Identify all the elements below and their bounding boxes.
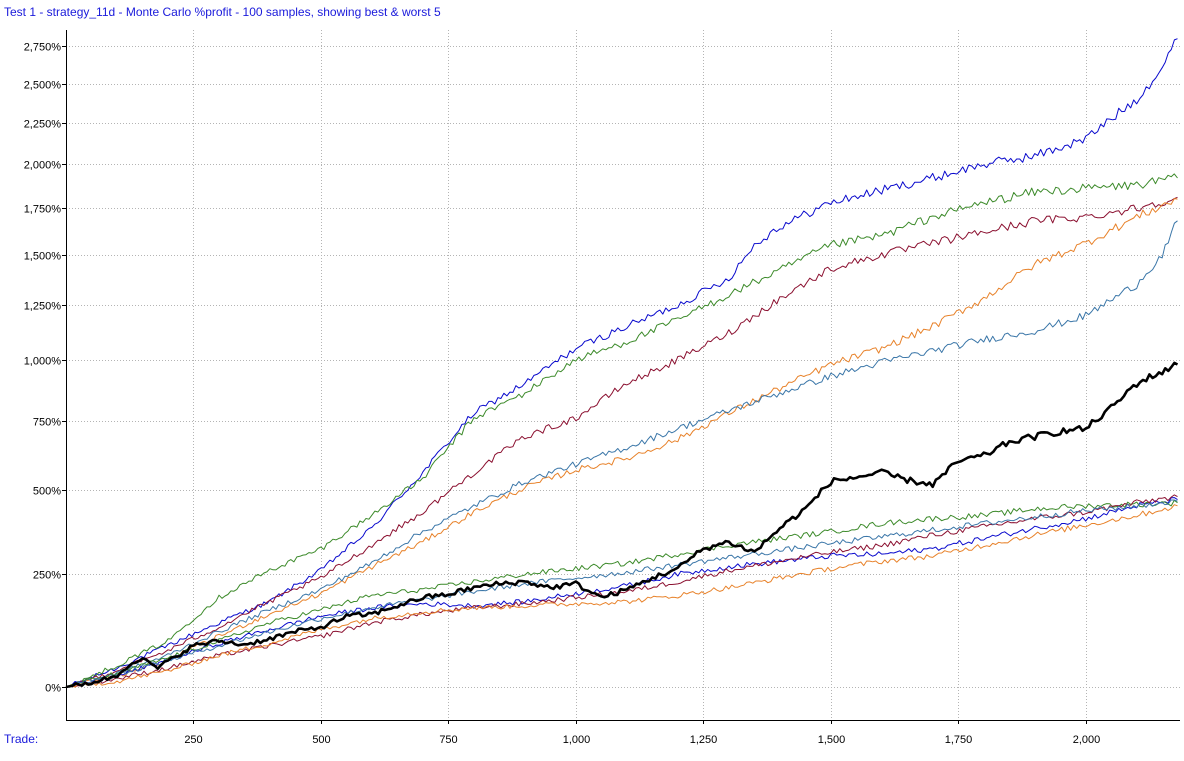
x-tick-label: 1,500 xyxy=(818,734,846,746)
axes: 0% 250% 500% 750% 1,000% 1,250% 1,500% 1,750% 2,… xyxy=(24,30,1180,746)
y-tick-label: 250% xyxy=(33,570,61,582)
y-tick-label: 1,250% xyxy=(24,301,62,313)
y-tick-label: 750% xyxy=(33,417,61,429)
x-tick-label: 250 xyxy=(184,734,202,746)
sample-series-line xyxy=(65,497,1178,688)
chart-title: Test 1 - strategy_11d - Monte Carlo %pro… xyxy=(4,5,441,19)
sample-series-line xyxy=(65,494,1178,688)
grid-lines xyxy=(66,30,1180,720)
x-tick-label: 1,000 xyxy=(563,734,591,746)
y-tick-label: 0% xyxy=(45,683,61,695)
sample-series-line xyxy=(65,198,1178,688)
x-tick-label: 500 xyxy=(312,734,330,746)
y-tick-label: 2,750% xyxy=(24,42,62,54)
sample-series-line xyxy=(65,196,1178,688)
series-lines xyxy=(65,38,1179,689)
y-tick-label: 1,750% xyxy=(24,204,62,216)
y-tick-label: 500% xyxy=(33,486,61,498)
sample-series-line xyxy=(65,499,1178,688)
sample-series-line xyxy=(65,173,1178,688)
y-tick-label: 2,250% xyxy=(24,119,62,131)
x-tick-label: 1,750 xyxy=(945,734,973,746)
x-tick-label: 2,000 xyxy=(1073,734,1101,746)
y-tick-label: 2,500% xyxy=(24,80,62,92)
y-tick-label: 2,000% xyxy=(24,160,62,172)
x-axis-caption: Trade: xyxy=(4,732,39,746)
y-tick-label: 1,500% xyxy=(24,251,62,263)
x-tick-label: 1,250 xyxy=(690,734,718,746)
sample-series-line xyxy=(65,38,1178,688)
sample-series-line xyxy=(65,220,1178,688)
y-tick-label: 1,000% xyxy=(24,356,62,368)
main-series-line xyxy=(65,361,1179,689)
sample-series-line xyxy=(65,499,1178,688)
sample-series-line xyxy=(65,504,1178,688)
x-tick-label: 750 xyxy=(439,734,457,746)
